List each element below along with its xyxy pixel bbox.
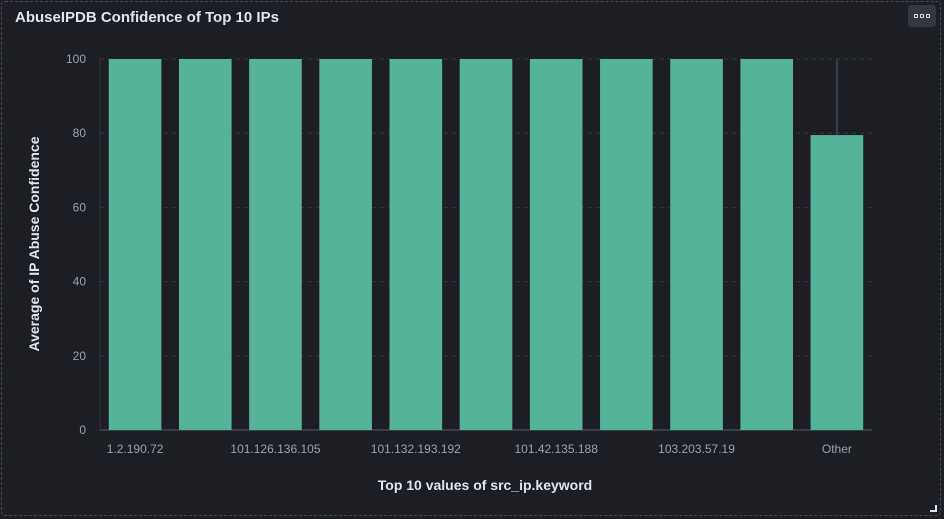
bar[interactable] (810, 135, 864, 430)
y-tick-label: 20 (73, 349, 87, 363)
bar[interactable] (108, 59, 162, 430)
ellipsis-icon-dot (926, 14, 930, 18)
bar[interactable] (600, 59, 653, 430)
bars (108, 59, 864, 430)
resize-corner-icon[interactable] (930, 505, 937, 512)
panel-title: AbuseIPDB Confidence of Top 10 IPs (15, 9, 279, 26)
bar[interactable] (670, 59, 723, 430)
bar[interactable] (389, 59, 443, 430)
bar[interactable] (459, 59, 513, 430)
y-tick-label: 40 (73, 275, 87, 289)
y-axis-ticks: 0 20 40 60 80 100 (66, 52, 86, 437)
y-tick-label: 100 (66, 52, 86, 66)
x-axis-ticks: 1.2.190.72 101.126.136.105 101.132.193.192… (107, 442, 852, 456)
x-axis-title: Top 10 values of src_ip.keyword (378, 477, 592, 493)
bar[interactable] (740, 59, 794, 430)
y-tick-label: 60 (73, 200, 87, 214)
y-axis-title: Average of IP Abuse Confidence (26, 136, 42, 351)
x-tick-label: 101.126.136.105 (230, 442, 320, 456)
y-tick-label: 80 (73, 126, 87, 140)
bar[interactable] (178, 59, 232, 430)
x-tick-label: 101.132.193.192 (371, 442, 461, 456)
x-tick-label: 101.42.135.188 (514, 442, 598, 456)
x-tick-label: 1.2.190.72 (107, 442, 164, 456)
bar[interactable] (319, 59, 372, 430)
panel-options-button[interactable] (908, 5, 936, 27)
ellipsis-icon-dot (920, 14, 924, 18)
bar[interactable] (529, 59, 583, 430)
bar[interactable] (249, 59, 302, 430)
x-tick-label: 103.203.57.19 (658, 442, 735, 456)
x-tick-label: Other (822, 442, 852, 456)
ellipsis-icon (914, 14, 918, 18)
y-tick-label: 0 (79, 423, 86, 437)
